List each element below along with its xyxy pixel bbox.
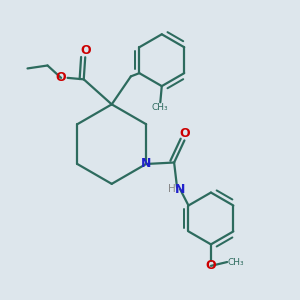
- Text: N: N: [175, 182, 185, 196]
- Text: O: O: [206, 260, 216, 272]
- Text: CH₃: CH₃: [227, 257, 244, 266]
- Text: O: O: [180, 127, 190, 140]
- Text: H: H: [168, 184, 176, 194]
- Text: CH₃: CH₃: [152, 103, 169, 112]
- Text: O: O: [56, 71, 66, 84]
- Text: O: O: [80, 44, 91, 57]
- Text: N: N: [141, 158, 151, 170]
